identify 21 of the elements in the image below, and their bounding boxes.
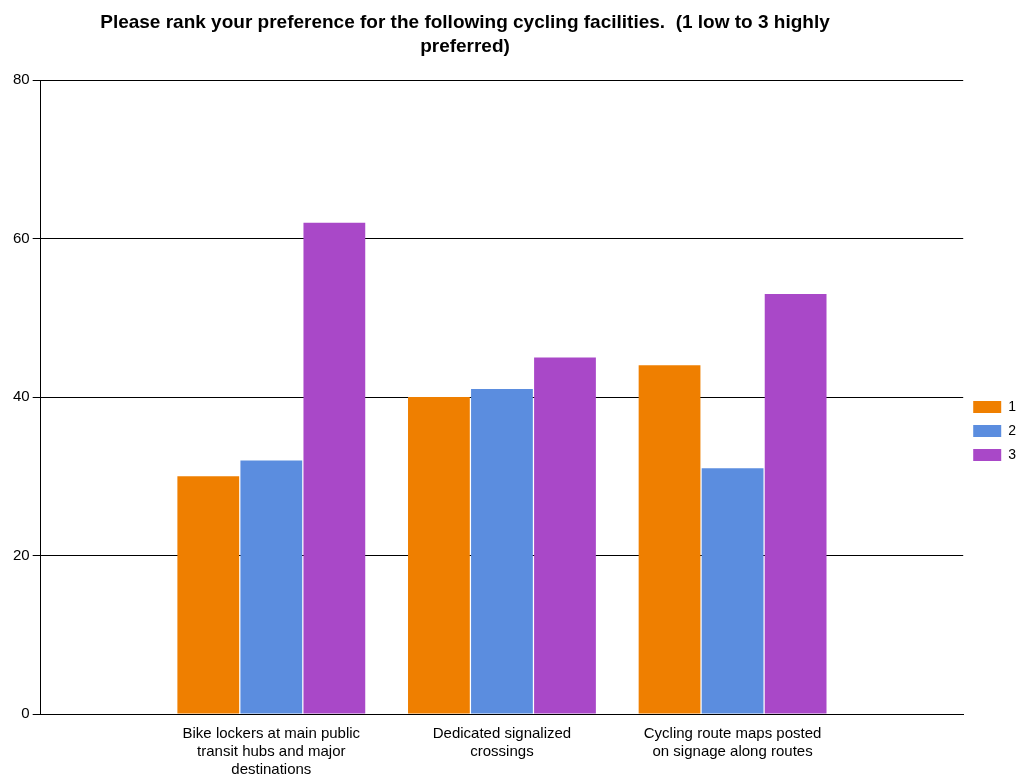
y-tick-label: 60 <box>13 228 30 246</box>
x-tick-label: Cycling route maps posted on signage along routes <box>643 724 822 760</box>
bar <box>764 293 827 714</box>
bar <box>303 222 366 714</box>
y-tick-label: 80 <box>13 70 30 88</box>
legend-label: 2 <box>1008 421 1017 438</box>
bar <box>240 460 303 714</box>
y-tick-label: 0 <box>21 704 30 722</box>
bar <box>638 365 701 714</box>
bar <box>701 468 764 714</box>
bar <box>534 357 596 714</box>
legend-label: 3 <box>1008 445 1017 462</box>
chart-title: Please rank your preference for the following cycling facilities. (1 low to 3 highly preferred) <box>99 10 831 58</box>
bar <box>177 476 240 714</box>
x-tick-label: Bike lockers at main public transit hubs and major destinations <box>182 724 361 778</box>
bar <box>408 397 470 714</box>
bar <box>471 389 533 714</box>
x-tick-label: Dedicated signalized crossings <box>432 724 572 760</box>
y-tick-label: 40 <box>13 387 30 405</box>
legend-label: 1 <box>1008 397 1017 414</box>
y-tick-label: 20 <box>13 545 30 563</box>
